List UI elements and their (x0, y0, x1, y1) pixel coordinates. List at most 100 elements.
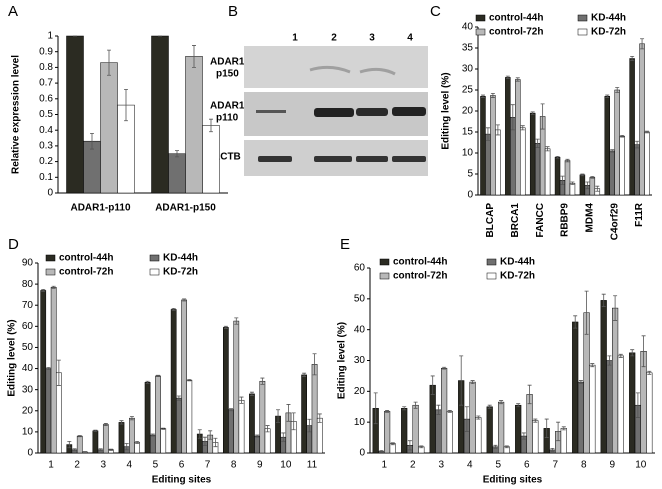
error-bar (561, 426, 566, 431)
bar (228, 409, 234, 454)
error-bar (373, 392, 378, 425)
band (392, 107, 426, 116)
error-bar (459, 355, 464, 406)
error-bar (98, 448, 103, 452)
bar (485, 133, 491, 196)
error-bar (82, 451, 87, 453)
y-tick-label: 0.8 (39, 62, 53, 73)
bar (181, 299, 187, 454)
legend-swatch (149, 254, 160, 262)
x-tick-label: 10 (280, 460, 292, 471)
x-tick-label: 6 (179, 460, 185, 471)
error-bar (67, 440, 72, 449)
bar (600, 300, 607, 454)
bar (529, 112, 536, 196)
error-bar (41, 288, 46, 292)
error-bar (620, 134, 625, 138)
error-bar (46, 367, 51, 371)
bar (446, 411, 453, 454)
error-bar (93, 429, 98, 432)
bar (168, 153, 186, 194)
legend-swatch (475, 14, 486, 22)
legend-label: control-44h (59, 253, 113, 264)
legend-label: KD-72h (591, 27, 626, 38)
error-bar (505, 75, 510, 80)
bar (176, 397, 182, 454)
error-bar (521, 432, 526, 440)
y-axis-label: Relative expression level (11, 55, 22, 174)
error-bar (442, 366, 447, 370)
error-bar (223, 325, 228, 329)
legend-label: KD-72h (163, 267, 198, 278)
bar (144, 382, 151, 454)
error-bar (560, 175, 565, 185)
error-bar (510, 104, 515, 131)
error-bar (255, 434, 260, 438)
y-tick-label: 40 (462, 22, 474, 33)
bar (569, 182, 576, 196)
y-axis-label: Editing level (%) (7, 319, 18, 396)
bar (100, 62, 118, 194)
x-tick-label: 1 (381, 460, 387, 471)
error-bar (419, 445, 424, 449)
panel-letter: A (8, 3, 18, 20)
legend-swatch (45, 268, 56, 276)
bar (45, 368, 52, 454)
legend-swatch (379, 258, 390, 266)
bar (634, 144, 640, 196)
bar (102, 424, 109, 454)
error-bar (161, 427, 166, 430)
y-axis-label: Editing level (%) (337, 322, 348, 399)
bar (614, 89, 620, 196)
error-bar (635, 392, 640, 418)
bar (238, 399, 245, 454)
band (258, 156, 292, 162)
legend-label: control-44h (489, 13, 543, 24)
blot: B 1 2 3 4 ADAR1 p150 ADAR1 p110 ACTB (210, 3, 428, 176)
bar (429, 384, 436, 454)
y-tick-label: 5 (467, 169, 473, 180)
error-bar (607, 355, 612, 366)
y-tick-label: 0.9 (39, 46, 53, 57)
error-bar (124, 443, 129, 451)
bar (589, 177, 596, 196)
error-bar (630, 349, 635, 357)
error-bar (470, 380, 475, 385)
x-tick-label: FANCC (535, 203, 546, 237)
x-axis-label: Editing sites (152, 475, 212, 486)
error-bar (413, 401, 418, 409)
error-bar (573, 315, 578, 329)
error-bar (495, 124, 500, 136)
bar (469, 381, 476, 454)
error-bar (601, 293, 606, 307)
error-bar (379, 450, 384, 453)
error-bar (103, 423, 108, 426)
error-bar (281, 432, 286, 442)
y-tick-label: 10 (462, 148, 474, 159)
y-tick-label: 0.5 (39, 109, 53, 120)
legend-label: KD-72h (500, 271, 535, 282)
bar (186, 379, 193, 454)
x-tick-label: 10 (635, 460, 647, 471)
legend-swatch (45, 254, 56, 262)
error-bar (640, 38, 645, 50)
error-bar (124, 88, 128, 122)
error-bar (135, 440, 140, 444)
row-label: p110 (216, 113, 239, 124)
error-bar (618, 353, 623, 358)
bar (532, 420, 539, 454)
error-bar (595, 185, 600, 192)
x-tick-label: 7 (205, 460, 211, 471)
y-tick-label: 60 (354, 263, 366, 274)
y-tick-label: 70 (22, 300, 34, 311)
error-bar (407, 440, 412, 451)
y-tick-label: 0.3 (39, 141, 53, 152)
error-bar (430, 375, 435, 395)
bar (644, 131, 650, 196)
band (356, 156, 388, 162)
bar (544, 148, 551, 196)
error-bar (516, 403, 521, 408)
bar (316, 417, 323, 454)
panel-letter: D (8, 236, 19, 253)
bar (401, 408, 408, 454)
